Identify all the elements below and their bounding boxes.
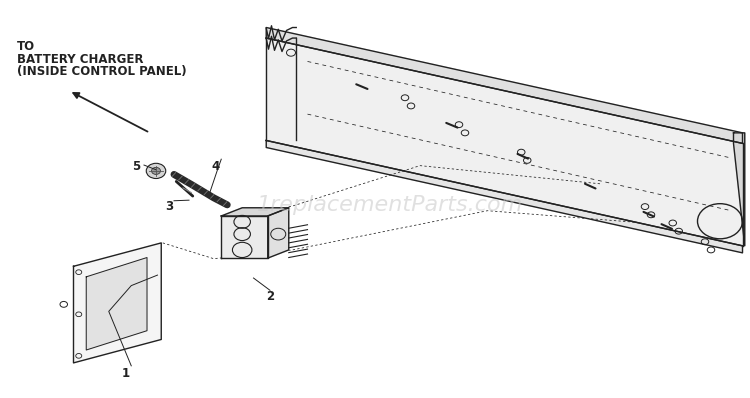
Text: 4: 4 (211, 160, 220, 173)
Polygon shape (74, 243, 161, 363)
Text: 5: 5 (132, 160, 141, 173)
Polygon shape (86, 258, 147, 350)
Text: 1replacementParts.com: 1replacementParts.com (256, 195, 524, 215)
Text: 2: 2 (266, 290, 274, 303)
Text: BATTERY CHARGER: BATTERY CHARGER (17, 53, 144, 66)
Polygon shape (266, 38, 742, 246)
Text: TO: TO (17, 40, 35, 53)
Text: 3: 3 (165, 200, 172, 213)
Polygon shape (268, 208, 289, 258)
Polygon shape (266, 27, 742, 143)
Polygon shape (266, 140, 742, 253)
Text: 1: 1 (122, 367, 130, 380)
Polygon shape (734, 133, 745, 246)
Circle shape (146, 163, 166, 179)
Text: (INSIDE CONTROL PANEL): (INSIDE CONTROL PANEL) (17, 65, 187, 78)
Polygon shape (221, 208, 289, 216)
Polygon shape (221, 216, 268, 258)
Circle shape (152, 168, 160, 174)
